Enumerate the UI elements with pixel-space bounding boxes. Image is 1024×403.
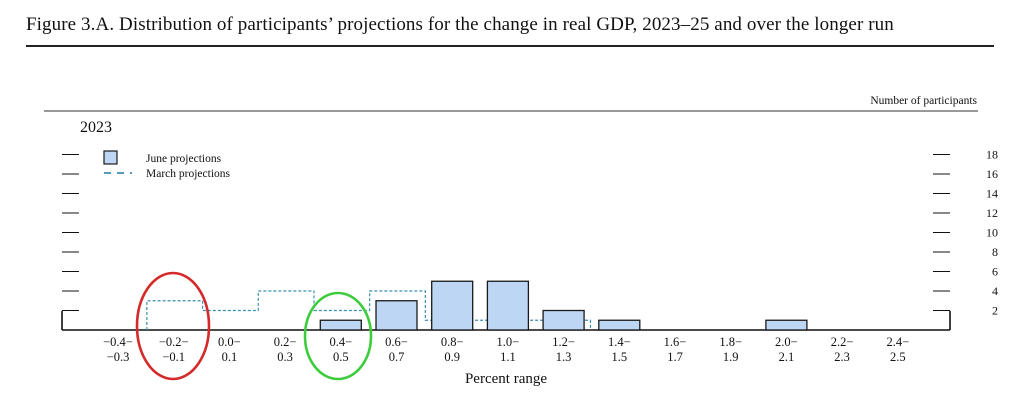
annotations <box>135 271 373 381</box>
x-tick-label-top: 0.0− <box>218 335 241 349</box>
y-tick-label: 14 <box>986 187 998 201</box>
x-tick-label-top: 2.2− <box>831 335 854 349</box>
x-tick-label-top: −0.4− <box>103 335 133 349</box>
title-rule <box>26 45 994 47</box>
y-tick-label: 8 <box>992 245 998 259</box>
x-tick-label-bottom: 0.7 <box>389 350 405 364</box>
x-tick-label-bottom: 1.1 <box>500 350 516 364</box>
june-projections-series <box>319 280 808 331</box>
x-tick-label-top: 0.8− <box>441 335 464 349</box>
panel-title: 2023 <box>80 119 112 136</box>
legend-june-label: June projections <box>146 153 222 165</box>
x-tick-label-bottom: 0.9 <box>444 350 460 364</box>
y-tick-label: 18 <box>986 148 998 162</box>
june-bar <box>765 319 808 331</box>
legend: June projections March projections <box>103 150 231 180</box>
x-tick-label-top: 1.0− <box>497 335 520 349</box>
x-tick-label-top: 0.4− <box>329 335 352 349</box>
x-tick-label-top: 2.0− <box>775 335 798 349</box>
y-tick-label: 10 <box>986 226 998 240</box>
march-projections-series <box>146 290 592 330</box>
x-axis-label: Percent range <box>465 371 547 387</box>
x-tick-label-bottom: 0.1 <box>222 350 238 364</box>
x-tick-label-bottom: 2.3 <box>834 350 850 364</box>
y-tick-label: 4 <box>992 284 998 298</box>
june-bar <box>431 280 474 331</box>
x-tick-label-bottom: −0.3 <box>107 350 130 364</box>
x-tick-label-bottom: 1.9 <box>723 350 739 364</box>
x-tick-label-top: 0.2− <box>274 335 297 349</box>
y-tick-label: 16 <box>986 167 998 181</box>
y-tick-label: 2 <box>992 304 998 318</box>
x-tick-label-top: 1.6− <box>664 335 687 349</box>
x-tick-label-bottom: 0.3 <box>277 350 293 364</box>
x-tick-label-bottom: −0.1 <box>162 350 185 364</box>
june-bar <box>542 309 585 331</box>
legend-june-swatch <box>103 150 118 165</box>
x-tick-label-bottom: 0.5 <box>333 350 349 364</box>
june-bar <box>598 319 641 331</box>
june-bar <box>486 280 530 331</box>
x-tick-label-top: 1.2− <box>552 335 575 349</box>
y-tick-label: 12 <box>986 206 998 220</box>
x-tick-label-top: 1.8− <box>719 335 742 349</box>
legend-march-label: March projections <box>146 168 231 180</box>
june-bar <box>319 319 362 331</box>
y-tick-labels: 2 4 6 8 10 12 14 16 18 <box>986 148 998 318</box>
right-axis-ticks <box>933 154 950 311</box>
x-tick-label-top: 2.4− <box>886 335 909 349</box>
x-tick-label-bottom: 1.3 <box>556 350 572 364</box>
x-tick-labels: −0.4−−0.3 −0.2−−0.1 0.0−0.1 0.2−0.3 0.4−0.5 0… <box>103 335 909 364</box>
march-step-line <box>146 290 592 330</box>
x-tick-label-bottom: 1.7 <box>667 350 683 364</box>
x-tick-label-top: −0.2− <box>159 335 189 349</box>
y-tick-label: 6 <box>992 265 998 279</box>
x-tick-label-bottom: 2.1 <box>779 350 795 364</box>
x-tick-label-top: 0.6− <box>385 335 408 349</box>
red-circle-annotation <box>135 271 211 381</box>
x-tick-label-bottom: 2.5 <box>890 350 906 364</box>
left-axis-ticks <box>62 154 79 311</box>
x-tick-label-top: 1.4− <box>608 335 631 349</box>
x-tick-label-bottom: 1.5 <box>611 350 627 364</box>
y-axis-label: Number of participants <box>870 95 977 107</box>
green-circle-annotation <box>303 291 373 381</box>
june-bar <box>375 300 418 331</box>
figure-title: Figure 3.A. Distribution of participants… <box>26 14 894 35</box>
